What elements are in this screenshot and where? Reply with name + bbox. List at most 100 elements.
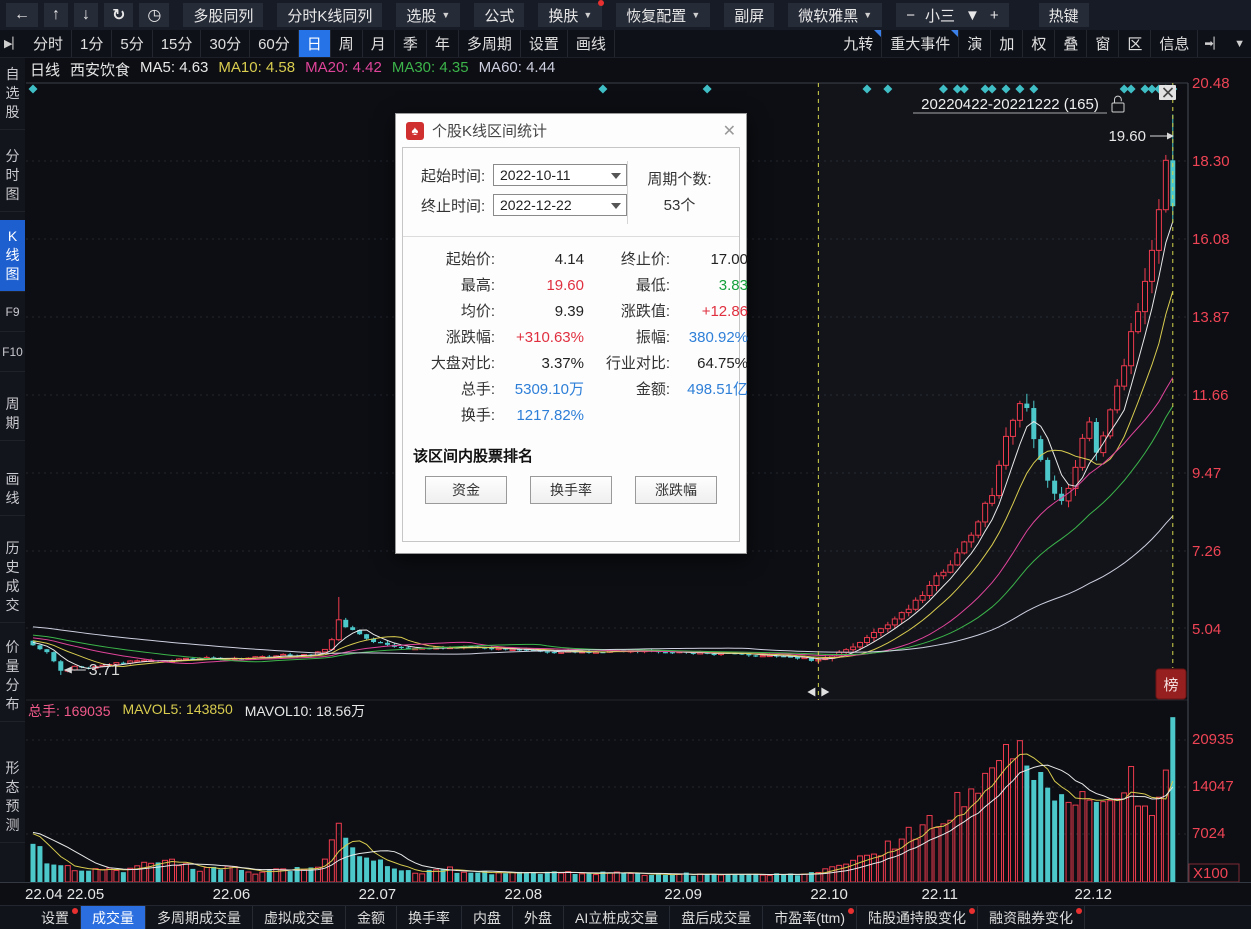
period-30min[interactable]: 30分 <box>201 30 251 57</box>
skin-button[interactable]: 换肤 ▼ <box>538 0 605 27</box>
sidebar-item-kline-chart[interactable]: K线图 <box>0 220 25 292</box>
font-family-select[interactable]: 微软雅黑 ▼ <box>788 3 883 27</box>
sidebar-item-pattern-forecast[interactable]: 形态预测 <box>0 752 25 843</box>
end-date-select[interactable]: 2022-12-22 <box>493 194 627 216</box>
expand-panel-icon[interactable]: ➡▏ <box>1204 38 1223 50</box>
event-diamond-icon[interactable] <box>987 84 997 94</box>
overlay-button[interactable]: 叠 <box>1055 30 1088 57</box>
nine-turn-button[interactable]: 九转 <box>835 30 883 57</box>
history-clock-icon[interactable]: ◷ <box>139 3 170 27</box>
indicator-inner-disc[interactable]: 内盘 <box>462 906 513 929</box>
stock-screener-button[interactable]: 选股 ▼ <box>396 3 461 27</box>
indicator-turnover-rate[interactable]: 换手率 <box>397 906 462 929</box>
volume-axis-label: 7024 <box>1192 825 1225 842</box>
sidebar-item-watchlist[interactable]: 自选股 <box>0 58 25 130</box>
adjust-rights-button[interactable]: 权 <box>1023 30 1056 57</box>
window-button[interactable]: 窗 <box>1087 30 1120 57</box>
period-month[interactable]: 月 <box>363 30 395 57</box>
event-diamond-icon[interactable] <box>702 84 712 94</box>
event-diamond-icon[interactable] <box>1147 84 1157 94</box>
chevron-down-icon[interactable]: ▼ <box>1234 37 1245 50</box>
sidebar-item-period[interactable]: 周期 <box>0 388 25 441</box>
restore-config-button[interactable]: 恢复配置 ▼ <box>616 3 711 27</box>
indicator-outer-disc[interactable]: 外盘 <box>513 906 564 929</box>
indicator-ai-volume[interactable]: AI立桩成交量 <box>564 906 671 929</box>
intraday-kline-grid-button[interactable]: 分时K线同列 <box>277 3 383 27</box>
secondary-screen-button[interactable]: 副屏 <box>724 3 775 27</box>
multi-stock-grid-button[interactable]: 多股同列 <box>183 3 264 27</box>
indicator-after-hours-volume[interactable]: 盘后成交量 <box>670 906 764 929</box>
add-button[interactable]: 加 <box>991 30 1024 57</box>
period-15min[interactable]: 15分 <box>153 30 202 57</box>
rank-by-turnover-button[interactable]: 换手率 <box>530 476 612 504</box>
period-year[interactable]: 年 <box>427 30 459 57</box>
period-day[interactable]: 日 <box>298 30 331 57</box>
indicator-margin[interactable]: 融资融券变化 <box>978 906 1085 929</box>
period-settings-button[interactable]: 设置 <box>521 30 568 57</box>
sidebar-item-price-volume[interactable]: 价量分布 <box>0 631 25 722</box>
event-diamond-icon[interactable] <box>862 84 872 94</box>
event-diamond-icon[interactable] <box>1126 84 1136 94</box>
event-diamond-icon[interactable] <box>1119 84 1129 94</box>
period-1min[interactable]: 1分 <box>72 30 113 57</box>
event-diamond-icon[interactable] <box>1029 84 1039 94</box>
sidebar-item-history-trades[interactable]: 历史成交 <box>0 532 25 623</box>
period-count-label: 周期个数: <box>647 171 712 188</box>
indicator-amount[interactable]: 金额 <box>346 906 397 929</box>
multi-period-button[interactable]: 多周期 <box>459 30 521 57</box>
event-diamond-icon[interactable] <box>980 84 990 94</box>
period-intraday[interactable]: 分时 <box>25 30 73 57</box>
rank-by-capital-button[interactable]: 资金 <box>425 476 507 504</box>
region-button[interactable]: 区 <box>1119 30 1152 57</box>
font-smaller-button[interactable]: − <box>906 6 915 24</box>
indicator-settings-button[interactable]: 设置 <box>30 906 81 929</box>
stat-value: 5309.10万 <box>514 381 584 398</box>
intraday-kline-grid-button-label: 分时K线同列 <box>287 7 373 25</box>
period-quarter[interactable]: 季 <box>395 30 427 57</box>
event-diamond-icon[interactable] <box>1001 84 1011 94</box>
dialog-close-icon[interactable]: ✕ <box>722 122 736 140</box>
event-diamond-icon[interactable] <box>883 84 893 94</box>
event-diamond-icon[interactable] <box>598 84 608 94</box>
range-drag-handle[interactable] <box>807 687 830 697</box>
info-button[interactable]: 信息 <box>1151 30 1199 57</box>
refresh-icon[interactable]: ↻ <box>104 3 134 27</box>
font-larger-button[interactable]: + <box>989 6 999 24</box>
major-events-button[interactable]: 重大事件 <box>882 30 960 57</box>
indicator-volume[interactable]: 成交量 <box>81 906 146 929</box>
event-diamond-icon[interactable] <box>28 84 38 94</box>
formula-button[interactable]: 公式 <box>474 3 525 27</box>
down-icon[interactable]: ↓ <box>74 3 98 27</box>
sidebar-collapse-icon[interactable]: ▶▏ <box>4 38 21 50</box>
period-5min[interactable]: 5分 <box>112 30 153 57</box>
close-region-icon[interactable] <box>1159 85 1176 100</box>
event-diamond-icon[interactable] <box>959 84 969 94</box>
sidebar-item-intraday-chart[interactable]: 分时图 <box>0 140 25 212</box>
dialog-titlebar[interactable]: ♠ 个股K线区间统计 ✕ <box>396 114 746 147</box>
sidebar-item-draw-line[interactable]: 画线 <box>0 463 25 516</box>
lock-open-icon[interactable] <box>1111 95 1125 113</box>
ma-legend-item: MA60: 4.44 <box>478 59 556 76</box>
sidebar-item-f10[interactable]: F10 <box>0 334 25 372</box>
up-icon[interactable]: ↑ <box>44 3 68 27</box>
indicator-virtual-volume[interactable]: 虚拟成交量 <box>253 906 346 929</box>
start-date-select[interactable]: 2022-10-11 <box>493 164 627 186</box>
notification-dot <box>598 0 605 6</box>
event-diamond-icon[interactable] <box>1140 84 1150 94</box>
indicator-pe-ttm[interactable]: 市盈率(ttm) <box>763 906 857 929</box>
hotkeys-button[interactable]: 热键 <box>1038 3 1089 27</box>
demo-button[interactable]: 演 <box>959 30 992 57</box>
rank-by-change-button[interactable]: 涨跌幅 <box>635 476 717 504</box>
period-week[interactable]: 周 <box>331 30 363 57</box>
sidebar-item-f9[interactable]: F9 <box>0 294 25 332</box>
event-diamond-icon[interactable] <box>1015 84 1025 94</box>
indicator-multi-period-volume[interactable]: 多周期成交量 <box>146 906 253 929</box>
back-icon[interactable]: ← <box>6 3 38 27</box>
draw-line-button[interactable]: 画线 <box>568 30 615 57</box>
indicator-northbound[interactable]: 陆股通持股变化 <box>857 906 978 929</box>
event-diamond-icon[interactable] <box>952 84 962 94</box>
period-60min[interactable]: 60分 <box>250 30 299 57</box>
event-diamond-icon[interactable] <box>938 84 948 94</box>
visible-range-label[interactable]: 20220422-20221222 (165) <box>921 96 1099 113</box>
ranking-badge[interactable]: 榜 <box>1155 668 1187 700</box>
